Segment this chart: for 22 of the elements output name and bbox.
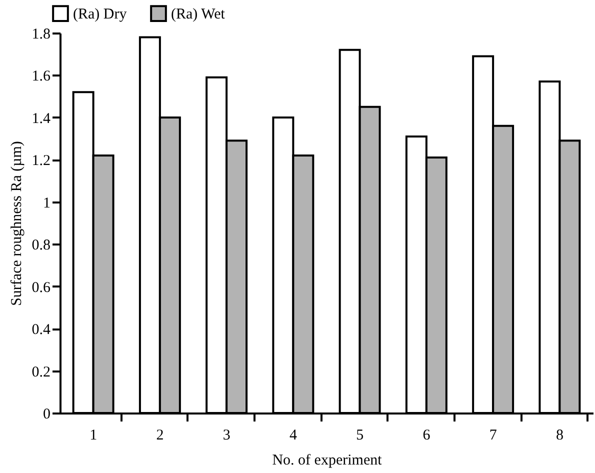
x-tick-label: 6 xyxy=(422,428,431,444)
x-tick-label: 5 xyxy=(356,428,364,444)
y-tick-label: 0.6 xyxy=(32,280,51,296)
y-tick-label: 0.2 xyxy=(32,364,50,380)
x-tick-label: 8 xyxy=(556,428,564,444)
x-tick-label: 2 xyxy=(156,428,164,444)
legend-label: (Ra) Wet xyxy=(171,6,226,23)
y-axis-title: Surface roughness Ra (µm) xyxy=(8,141,25,306)
x-tick-label: 3 xyxy=(222,428,230,444)
y-tick-label: 1.2 xyxy=(32,153,50,170)
x-tick-label: 1 xyxy=(90,428,98,444)
y-tick-label: 1.6 xyxy=(32,68,51,85)
x-tick-label: 4 xyxy=(289,428,298,444)
y-tick-label: 0.4 xyxy=(32,322,51,338)
x-tick-label: 7 xyxy=(489,428,498,444)
y-tick-label: 1.4 xyxy=(32,110,51,127)
y-tick-label: 0.8 xyxy=(32,238,50,254)
y-tick-label: 0 xyxy=(43,406,50,422)
x-axis-title: No. of experiment xyxy=(272,452,383,468)
legend-label: (Ra) Dry xyxy=(73,6,128,23)
y-tick-label: 1 xyxy=(43,195,50,212)
y-tick-label: 1.8 xyxy=(32,26,50,42)
